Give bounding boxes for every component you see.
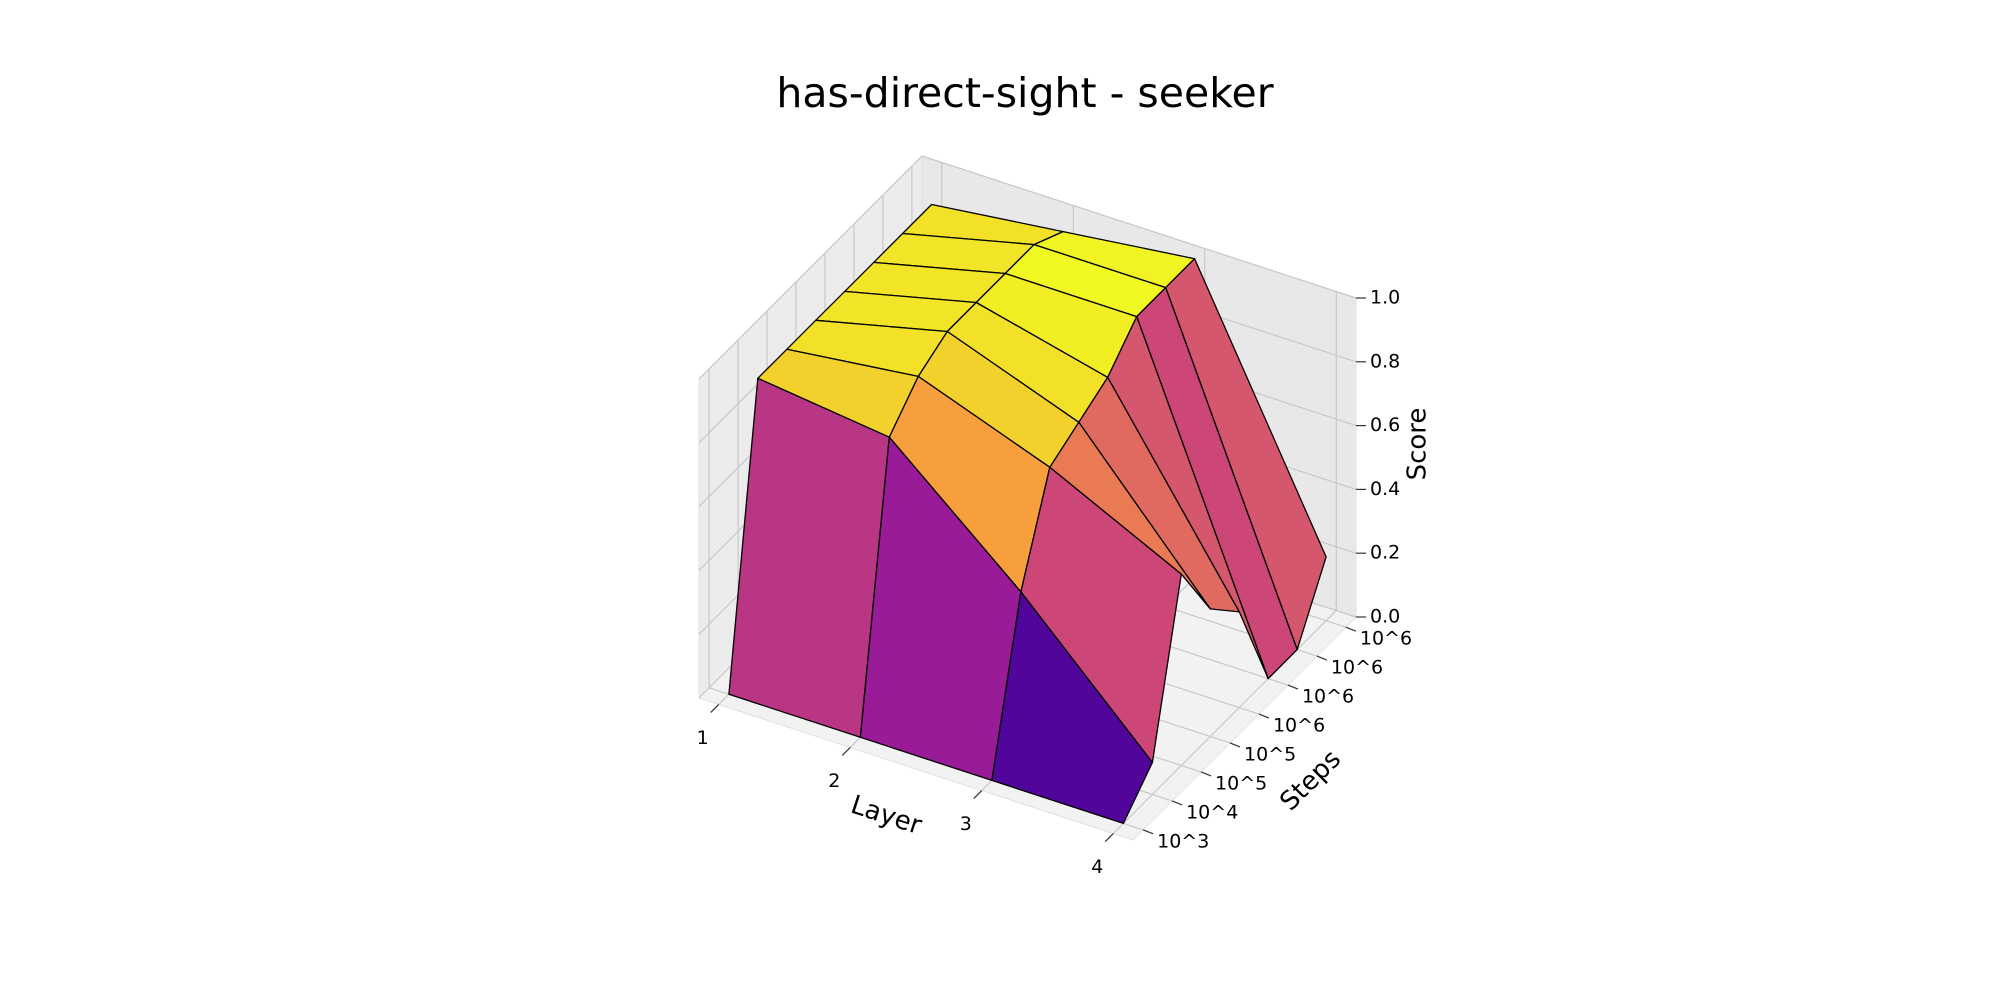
tick-mark: [1287, 684, 1299, 690]
z-tick-label: 0.2: [1370, 542, 1400, 564]
y-tick-label: 10^5: [1244, 743, 1296, 765]
z-tick-label: 0.8: [1370, 350, 1400, 372]
tick-mark: [1104, 833, 1114, 842]
y-tick-label: 10^6: [1302, 686, 1354, 708]
x-axis-label: Layer: [847, 790, 926, 841]
tick-mark: [973, 790, 983, 799]
z-tick-label: 1.0: [1370, 287, 1400, 309]
grid-line: [1112, 610, 1337, 834]
y-tick-label: 10^3: [1157, 830, 1209, 852]
tick-mark: [1316, 655, 1328, 661]
z-tick-label: 0.4: [1370, 478, 1400, 500]
tick-mark: [1229, 742, 1241, 748]
tick-mark: [841, 747, 851, 756]
grid-line: [921, 155, 1357, 299]
y-tick-label: 10^5: [1215, 772, 1267, 794]
chart-title: has-direct-sight - seeker: [776, 69, 1273, 117]
grid-line: [698, 155, 923, 380]
y-tick-label: 10^6: [1273, 715, 1325, 737]
x-tick-label: 3: [960, 813, 972, 835]
tick-mark: [1345, 626, 1357, 632]
x-tick-label: 2: [828, 770, 840, 792]
y-tick-label: 10^6: [1360, 628, 1412, 650]
z-tick-label: 0.6: [1370, 414, 1400, 436]
surface-face: [991, 591, 1154, 825]
y-tick-label: 10^6: [1331, 657, 1383, 679]
tick-mark: [1200, 771, 1212, 777]
x-tick-label: 4: [1091, 856, 1103, 878]
z-tick-label: 0.0: [1370, 606, 1400, 628]
tick-mark: [710, 704, 720, 713]
tick-mark: [1142, 829, 1154, 835]
x-tick-label: 1: [697, 727, 709, 749]
y-tick-label: 10^4: [1186, 801, 1238, 823]
tick-mark: [1171, 800, 1183, 806]
z-axis-label: Score: [1403, 408, 1433, 481]
tick-mark: [1258, 713, 1270, 719]
